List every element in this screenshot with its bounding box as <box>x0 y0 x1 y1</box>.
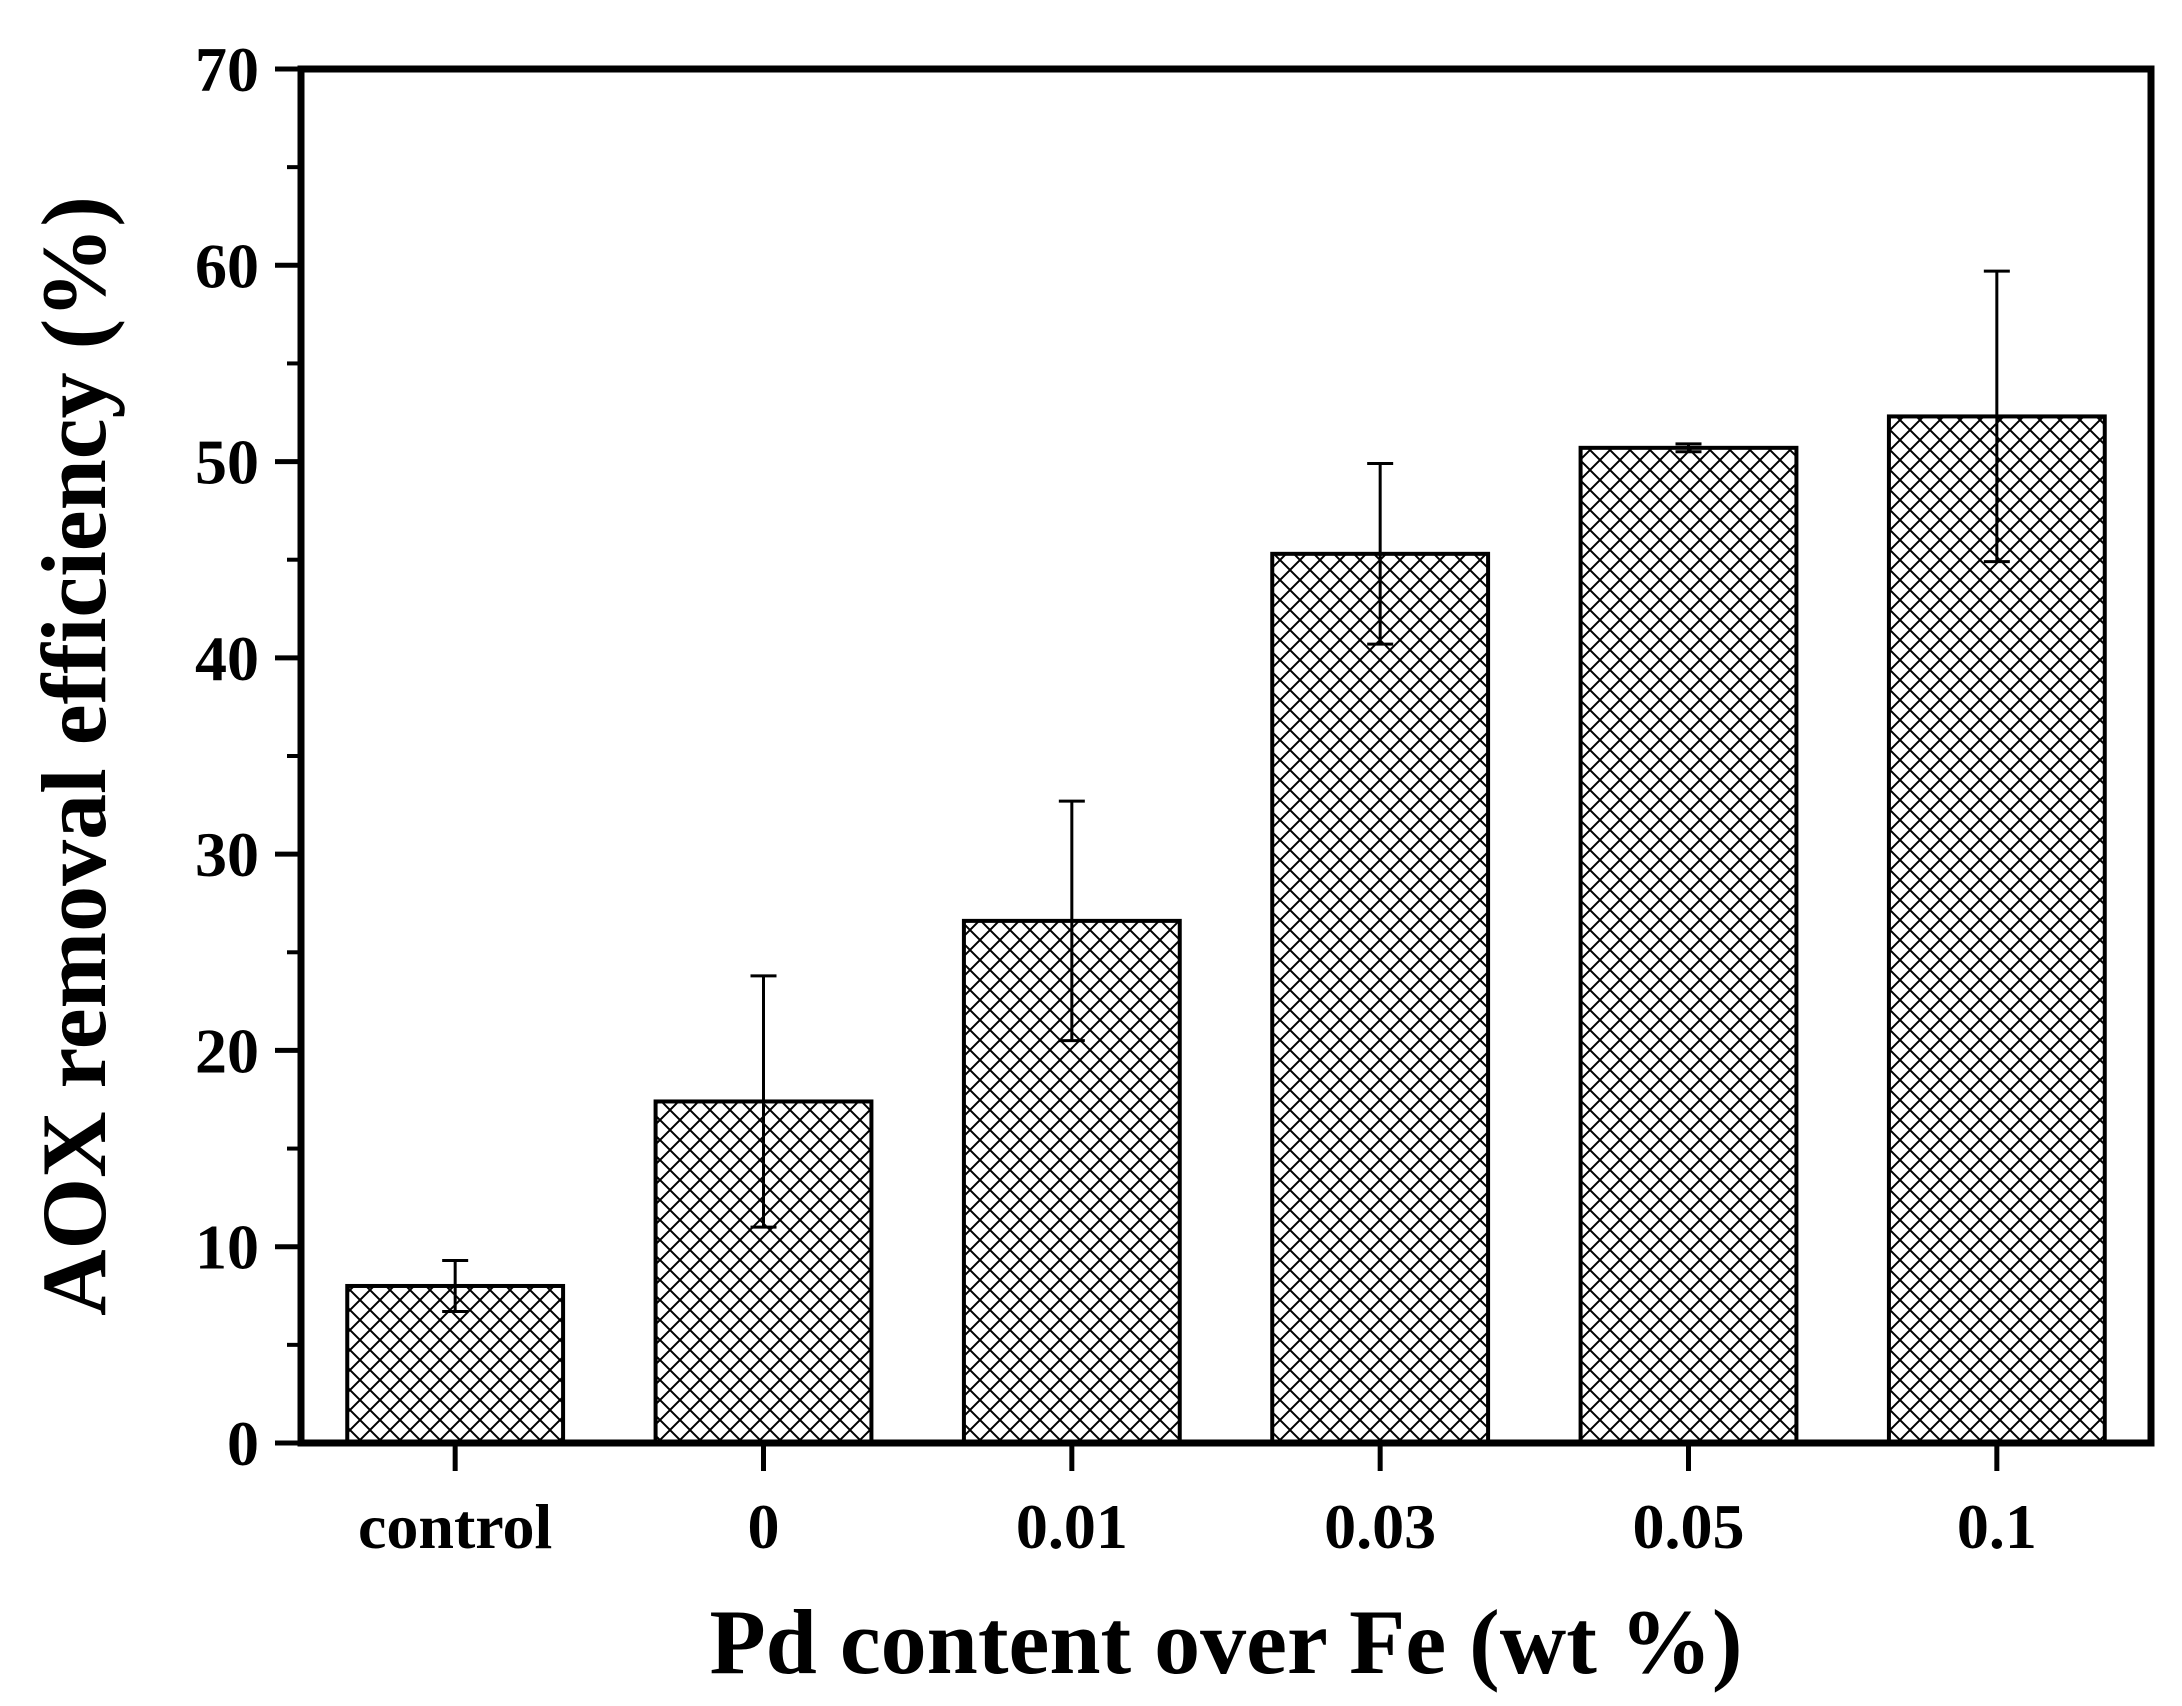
plot-frame <box>297 65 2155 1447</box>
x-tick-label-0: 0 <box>748 1491 780 1562</box>
y-tick-label-50: 50 <box>195 427 259 498</box>
y-tick-label-30: 30 <box>195 819 259 890</box>
x-tick-label-0.1: 0.1 <box>1957 1491 2037 1562</box>
bars-layer <box>345 414 2107 1446</box>
x-axis-ticks: control 0 0.01 0.03 0.05 0.1 <box>358 1443 2037 1562</box>
y-axis-ticks: 0 10 20 30 40 50 60 70 <box>195 34 301 1479</box>
y-tick-label-20: 20 <box>195 1015 259 1086</box>
bar-0.1 <box>1886 414 2107 1446</box>
x-axis-title: Pd content over Fe (wt %) <box>709 1591 1742 1693</box>
y-axis-title: AOX removal efficiency (%) <box>23 196 125 1316</box>
y-tick-label-10: 10 <box>195 1212 259 1283</box>
x-tick-label-0.03: 0.03 <box>1324 1491 1436 1562</box>
y-tick-label-0: 0 <box>227 1408 259 1479</box>
y-tick-label-70: 70 <box>195 34 259 105</box>
x-tick-label-control: control <box>358 1491 552 1562</box>
y-tick-label-60: 60 <box>195 230 259 301</box>
x-tick-label-0.05: 0.05 <box>1633 1491 1745 1562</box>
bar-0.05 <box>1578 445 1799 1445</box>
x-tick-label-0.01: 0.01 <box>1016 1491 1128 1562</box>
error-bars-layer <box>442 269 2010 1313</box>
bar-0.03 <box>1270 551 1491 1445</box>
y-tick-label-40: 40 <box>195 623 259 694</box>
